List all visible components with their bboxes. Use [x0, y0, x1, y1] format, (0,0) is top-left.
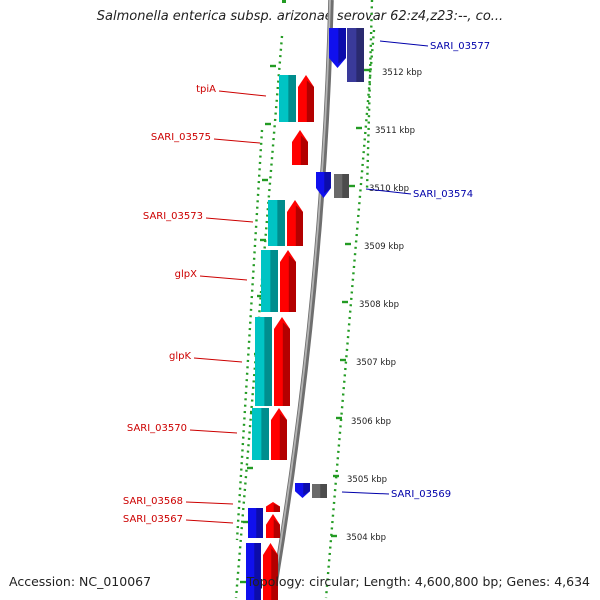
tpiA-blast-hit: [279, 75, 296, 122]
map-title: Salmonella enterica subsp. arizonae sero…: [96, 9, 504, 24]
label-leader-line: [193, 357, 243, 363]
label-leader-line: [341, 491, 390, 495]
backbone-layer: [269, 0, 334, 600]
SARI_03567-blast-hit: [248, 508, 263, 538]
feature-label: tpiA: [196, 84, 216, 95]
feature-labels-layer: SARI_03577 tpiA SARI_03575 SARI_03574 SARI_0…: [123, 40, 490, 525]
label-leader-line: [185, 501, 234, 505]
scale-tick-label: 3508 kbp: [359, 300, 399, 310]
scale-tick-label: 3510 kbp: [369, 184, 409, 194]
label-leader-line: [185, 519, 234, 524]
scale-tick-label: 3504 kbp: [346, 533, 386, 543]
label-leader-line: [218, 90, 267, 97]
scale-tick-label: 3505 kbp: [347, 475, 387, 485]
accession-text: Accession: NC_010067: [9, 574, 152, 589]
tpiA-cds-arrow: [298, 75, 314, 122]
SARI_03573-blast-hit: [268, 200, 285, 246]
SARI_03568-cds-arrow: [266, 502, 280, 512]
SARI_03569-cds-arrow: [295, 483, 310, 498]
feature-label: SARI_03568: [123, 496, 183, 507]
SARI_03574-cds-arrow: [316, 172, 331, 198]
glpK-cds-arrow: [274, 317, 290, 406]
SARI_03567-cds-arrow: [266, 514, 280, 538]
sequence-backbone: [269, 0, 334, 600]
unlabeled-feature-cds-arrow: [263, 543, 278, 600]
unlabeled-feature-blast-hit: [246, 543, 261, 600]
label-leader-line: [213, 138, 261, 144]
glpX-cds-arrow: [280, 250, 296, 312]
SARI_03577-cds-arrow: [329, 28, 346, 68]
feature-label: glpX: [175, 269, 197, 280]
feature-label: SARI_03569: [391, 489, 451, 500]
label-leader-line: [199, 275, 248, 281]
feature-label: glpK: [169, 351, 191, 362]
glpK-blast-hit: [255, 317, 272, 406]
ruler-left-inner: [235, 129, 264, 541]
features-layer: [246, 28, 364, 600]
SARI_03569-other-box: [312, 484, 327, 498]
SARI_03574-other-box: [334, 174, 349, 198]
label-leader-line: [379, 40, 429, 47]
scale-tick-label: 3511 kbp: [375, 126, 415, 136]
scale-tick-label: 3507 kbp: [356, 358, 396, 368]
scale-tick-label: 3506 kbp: [351, 417, 391, 427]
label-leader-line: [205, 217, 254, 223]
feature-label: SARI_03573: [143, 211, 203, 222]
genome-info-text: Topology: circular; Length: 4,600,800 bp…: [246, 574, 590, 589]
SARI_03570-blast-hit: [252, 408, 269, 460]
label-leader-line: [365, 188, 412, 195]
SARI_03575-cds-arrow: [292, 130, 308, 165]
feature-label: SARI_03577: [430, 41, 490, 52]
feature-label: SARI_03567: [123, 514, 183, 525]
feature-label: SARI_03575: [151, 132, 211, 143]
SARI_03577-other-box: [347, 28, 364, 82]
SARI_03570-cds-arrow: [271, 408, 287, 460]
scale-tick-label: 3512 kbp: [382, 68, 422, 78]
ruler-stub: [282, 0, 286, 3]
tick-labels-layer: 3512 kbp 3511 kbp 3510 kbp 3509 kbp 3508 kbp…: [346, 68, 422, 543]
glpX-blast-hit: [261, 250, 278, 312]
label-leader-line: [189, 429, 238, 434]
ruler-right: [324, 29, 376, 599]
scale-tick-label: 3509 kbp: [364, 242, 404, 252]
feature-label: SARI_03570: [127, 423, 187, 434]
SARI_03573-cds-arrow: [287, 200, 303, 246]
sequence-backbone-highlight: [270, 0, 331, 600]
feature-label: SARI_03574: [413, 189, 473, 200]
